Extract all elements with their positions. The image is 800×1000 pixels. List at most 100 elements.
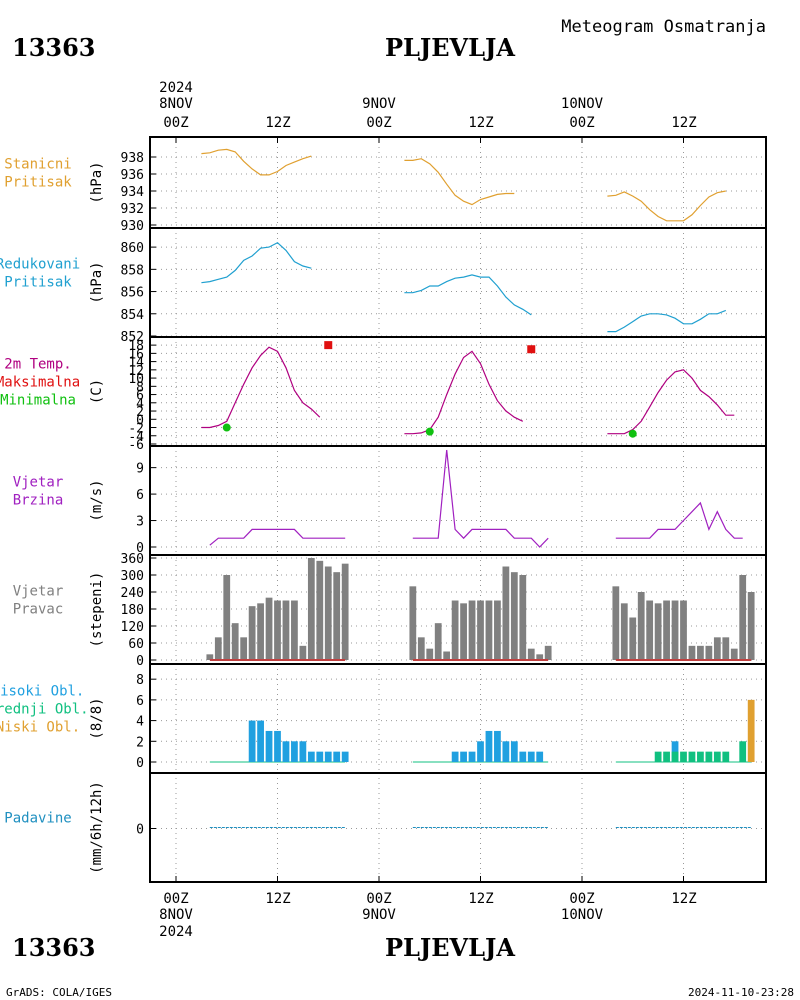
panel-label: Pritisak	[4, 275, 72, 291]
bar	[307, 558, 315, 660]
bar	[316, 751, 324, 762]
bottom-tick-label-4: 12Z	[468, 891, 493, 907]
bar	[257, 603, 264, 660]
top-date-label-3: 10NOV	[561, 96, 604, 112]
bottom-tick-label-5: 00Z	[569, 891, 594, 907]
series-line	[201, 148, 312, 176]
bar	[443, 651, 451, 660]
top-tick-label-1: 00Z	[163, 115, 188, 131]
y-axis-label: (m/s)	[89, 479, 105, 521]
bottom-tick-label-6: 12Z	[671, 891, 696, 907]
bar	[451, 751, 459, 762]
bar	[231, 623, 239, 660]
bar	[274, 730, 281, 762]
station-name-top: PLJEVLJA	[385, 33, 515, 62]
bar	[223, 575, 231, 660]
top-tick-label-4: 12Z	[468, 115, 493, 131]
bar	[637, 592, 645, 660]
bar	[519, 751, 527, 762]
bar	[688, 645, 696, 660]
credit-label: GrADS: COLA/IGES	[6, 986, 112, 999]
series-line	[607, 190, 726, 222]
top-date-label-2: 9NOV	[362, 96, 396, 112]
bar	[747, 592, 755, 660]
panel-label: Stanicni	[4, 157, 71, 173]
series-line	[209, 528, 346, 546]
bar	[291, 600, 298, 660]
panel-label: Brzina	[13, 493, 64, 509]
y-tick-label: 930	[121, 219, 144, 234]
top-tick-label-3: 00Z	[366, 115, 391, 131]
bottom-date-label-1: 8NOV	[159, 907, 193, 923]
bar	[426, 648, 434, 660]
bar	[265, 597, 273, 660]
panel-label: Padavine	[4, 811, 71, 827]
bar	[341, 563, 349, 660]
bar	[510, 572, 518, 660]
bottom-tick-label-2: 12Z	[265, 891, 290, 907]
station-id-top: 13363	[12, 33, 96, 62]
bar	[536, 654, 544, 660]
y-tick-label: 9	[136, 462, 144, 477]
bar	[468, 751, 476, 762]
y-tick-label: 10	[128, 372, 144, 387]
series-line	[615, 501, 743, 539]
max-temp-marker	[527, 345, 536, 354]
panel-label: Redukovani	[0, 257, 80, 273]
panel-label: Pravac	[13, 602, 64, 618]
bar	[697, 645, 704, 660]
y-tick-label: 860	[121, 241, 144, 256]
bar	[282, 600, 290, 660]
bar	[544, 645, 552, 660]
y-tick-label: 852	[121, 330, 144, 345]
panel-label: Maksimalna	[0, 375, 80, 391]
y-tick-label: 14	[128, 356, 144, 371]
y-tick-label: 12	[128, 364, 144, 379]
panel-label: Niski Obl.	[0, 720, 80, 736]
y-tick-label: 300	[121, 569, 144, 584]
y-axis-label: (stepeni)	[89, 572, 105, 648]
bar	[324, 751, 332, 762]
bar	[460, 603, 467, 660]
timestamp-label: 2024-11-10-23:28	[688, 986, 794, 999]
bar	[299, 645, 307, 660]
bar	[663, 600, 670, 660]
panel-label: Vjetar	[13, 475, 64, 491]
bar	[519, 575, 527, 660]
bar	[722, 637, 730, 660]
bar	[680, 751, 687, 762]
bar	[705, 645, 713, 660]
bar	[240, 637, 248, 660]
bar	[536, 751, 544, 762]
bar	[409, 586, 417, 660]
y-axis-label: (C)	[89, 379, 105, 404]
bottom-year-label: 2024	[159, 924, 193, 940]
series-line	[404, 350, 524, 435]
y-tick-label: 936	[121, 168, 144, 183]
bar	[612, 586, 620, 660]
panel-frame	[149, 227, 767, 338]
min-temp-marker	[628, 429, 637, 438]
y-tick-label: 0	[136, 541, 144, 556]
bar	[697, 751, 704, 762]
bar	[502, 566, 510, 660]
y-tick-label: 854	[121, 308, 145, 323]
y-tick-label: 6	[136, 488, 144, 503]
bar	[739, 741, 747, 762]
bar	[333, 751, 341, 762]
bar	[468, 600, 476, 660]
bar	[274, 600, 281, 660]
bar	[494, 730, 501, 762]
bar	[291, 741, 298, 762]
bar	[671, 751, 679, 762]
series-line	[404, 274, 532, 316]
y-tick-label: 6	[136, 389, 144, 404]
y-tick-label: 932	[121, 202, 144, 217]
bar	[214, 637, 222, 660]
panel-label: Pritisak	[4, 175, 72, 191]
bar	[248, 720, 256, 762]
bar	[333, 572, 341, 660]
y-tick-label: 2	[136, 735, 144, 750]
bottom-tick-label-1: 00Z	[163, 891, 188, 907]
